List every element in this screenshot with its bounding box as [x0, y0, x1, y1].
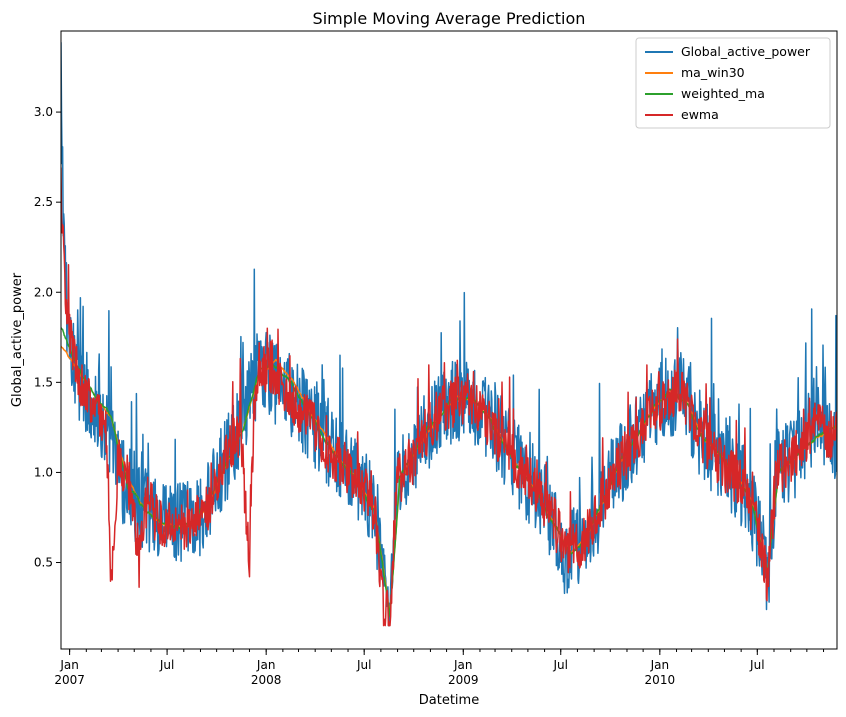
y-tick-label: 1.5	[34, 375, 53, 389]
series-layer	[61, 42, 837, 627]
y-tick-label: 0.5	[34, 556, 53, 570]
legend-label: Global_active_power	[681, 44, 811, 59]
x-tick-label: Jul	[749, 658, 764, 672]
legend-label: weighted_ma	[681, 86, 765, 101]
y-tick-label: 1.0	[34, 465, 53, 479]
series-line-ewma	[61, 167, 837, 627]
y-axis: 0.5 1.0 1.5 2.0 2.5 3.0	[34, 105, 61, 570]
x-tick-year-label: 2010	[645, 673, 676, 687]
y-axis-label: Global_active_power	[10, 272, 25, 407]
x-tick-label: Jul	[552, 658, 567, 672]
x-tick-label: Jan	[453, 658, 473, 672]
x-tick-year-label: 2009	[448, 673, 479, 687]
y-tick-label: 2.5	[34, 195, 53, 209]
legend-label: ewma	[681, 107, 719, 122]
x-tick-year-label: 2007	[54, 673, 85, 687]
legend-label: ma_win30	[681, 65, 745, 80]
plot-area-frame	[60, 30, 838, 650]
y-tick-label: 3.0	[34, 105, 53, 119]
x-tick-label: Jul	[356, 658, 371, 672]
x-tick-label: Jan	[59, 658, 79, 672]
chart-title: Simple Moving Average Prediction	[313, 9, 586, 28]
x-tick-label: Jan	[650, 658, 670, 672]
legend: Global_active_power ma_win30 weighted_maew…	[635, 37, 831, 129]
x-tick-year-label: 2008	[251, 673, 282, 687]
x-tick-label: Jul	[159, 658, 174, 672]
y-tick-label: 2.0	[34, 285, 53, 299]
legend-box	[635, 37, 831, 129]
x-axis-label: Datetime	[419, 693, 479, 708]
x-tick-label: Jan	[256, 658, 276, 672]
